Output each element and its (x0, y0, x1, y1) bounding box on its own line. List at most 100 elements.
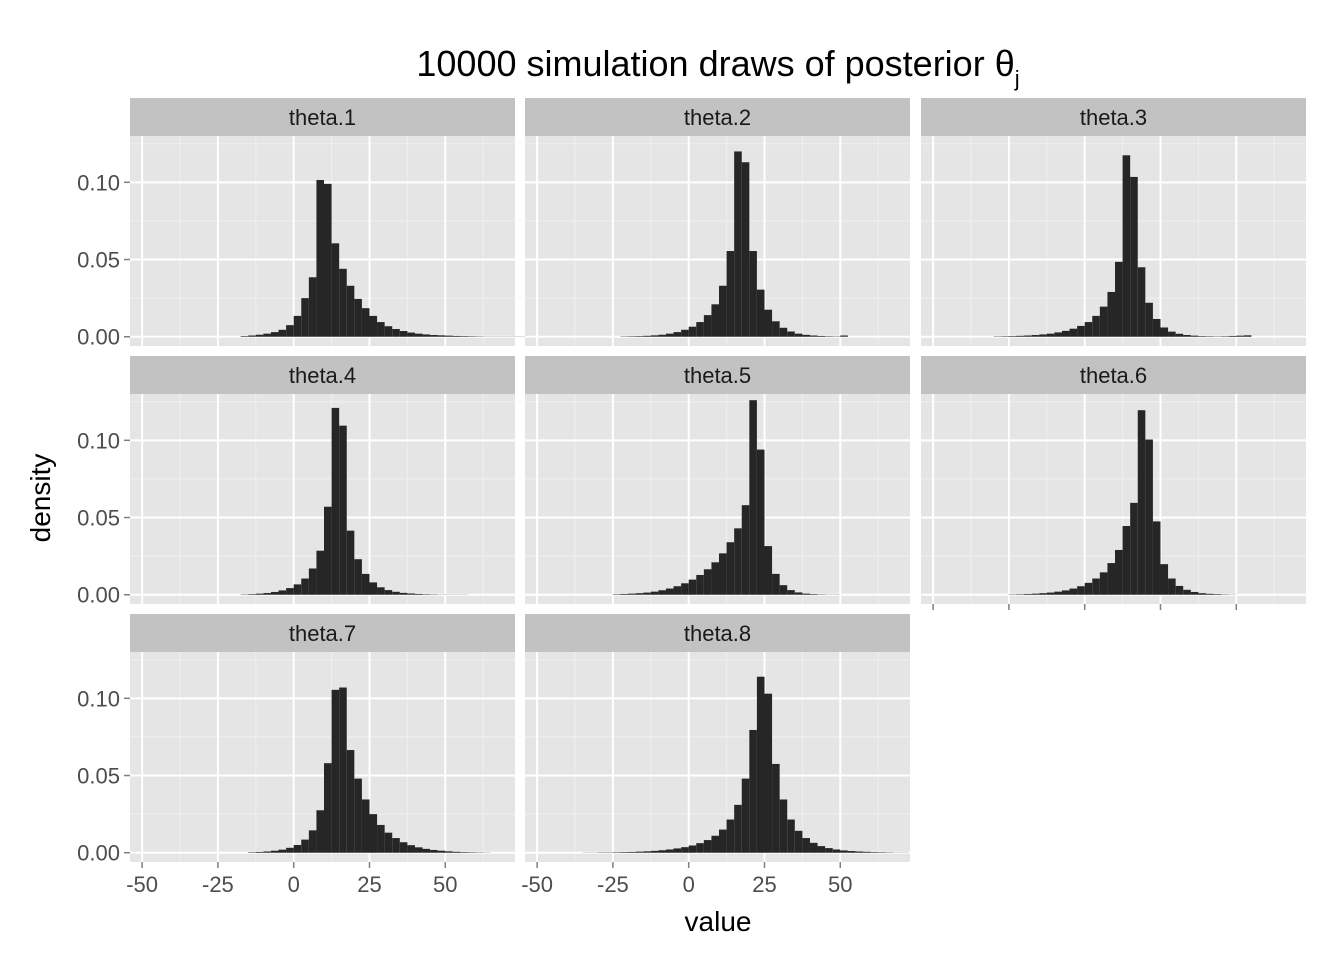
histogram-bar (764, 693, 773, 853)
histogram-bar (817, 335, 826, 337)
histogram-bar (369, 315, 378, 337)
histogram-bar (1099, 306, 1108, 337)
histogram-bar (696, 322, 704, 337)
histogram-bar (430, 335, 438, 337)
y-tick-label: 0.05 (77, 506, 120, 531)
histogram-bar (414, 593, 423, 595)
histogram-bar (301, 578, 309, 595)
histogram-bar (665, 849, 674, 853)
histogram-bar (658, 850, 666, 853)
histogram-bar (1069, 588, 1078, 595)
histogram-bar (392, 838, 400, 853)
x-tick-label: -50 (126, 872, 158, 897)
histogram-bar (1016, 335, 1025, 337)
histogram-bar (703, 569, 712, 595)
histogram-bar (1175, 585, 1184, 595)
histogram-bar (1092, 578, 1100, 595)
histogram-bar (809, 594, 818, 595)
histogram-bar (1145, 302, 1153, 337)
histogram-bar (711, 562, 720, 595)
y-tick-label: 0.00 (77, 583, 120, 608)
histogram-bar (650, 335, 659, 337)
histogram-bar (399, 331, 408, 337)
y-axis-title: density (25, 454, 56, 543)
histogram-bar (331, 689, 340, 853)
histogram-bar (263, 851, 271, 853)
histogram-bar (665, 333, 674, 337)
histogram-bar (1198, 336, 1206, 337)
histogram-bar (1183, 335, 1191, 337)
facet-panel-theta.2: theta.2 (525, 98, 910, 346)
histogram-bar (794, 592, 803, 595)
strip-label: theta.2 (684, 105, 751, 130)
histogram-bar (361, 308, 370, 337)
y-tick-label: 0.05 (77, 248, 120, 273)
histogram-bar (437, 850, 446, 853)
histogram-bar (369, 814, 378, 853)
histogram-bar (1008, 336, 1017, 337)
histogram-bar (688, 579, 697, 595)
histogram-bar (286, 588, 294, 595)
histogram-bar (1137, 267, 1146, 337)
strip-background (130, 98, 515, 136)
chart-title-subscript: j (1014, 66, 1020, 91)
strip-background (130, 356, 515, 394)
histogram-bar (688, 326, 697, 337)
histogram-bar (756, 449, 765, 595)
histogram-bar (407, 332, 415, 337)
histogram-bar (1198, 593, 1206, 595)
histogram-bar (255, 334, 264, 337)
histogram-bar (278, 849, 287, 853)
histogram-bar (346, 750, 355, 853)
histogram-bar (422, 334, 431, 337)
histogram-bar (863, 851, 871, 853)
histogram-bar (316, 180, 325, 337)
histogram-bar (719, 285, 727, 337)
facet-panel-theta.3: theta.3 (921, 98, 1306, 346)
histogram-bar (1228, 335, 1237, 337)
histogram-bar (301, 839, 309, 853)
x-tick-label: 0 (288, 872, 300, 897)
histogram-bar (1054, 591, 1062, 595)
histogram-bar (286, 847, 294, 853)
histogram-bar (346, 285, 355, 337)
histogram-bar (422, 848, 431, 853)
facet-panel-theta.7: theta.7 0.00 0.05 0.10 -50 -25 0 25 50 (77, 614, 515, 897)
chart-title-main: 10000 simulation draws of posterior θ (416, 43, 1014, 84)
histogram-bar (354, 298, 362, 337)
histogram-bar (255, 593, 264, 595)
x-tick-label: 25 (752, 872, 776, 897)
histogram-bar (399, 842, 408, 853)
histogram-bar (339, 268, 347, 337)
histogram-bar (460, 336, 469, 337)
histogram-bar (794, 830, 803, 853)
strip-background (921, 356, 1306, 394)
facet-panel-theta.6: theta.6 (921, 356, 1306, 610)
histogram-bar (1024, 335, 1032, 337)
panel-background (525, 652, 910, 862)
histogram-bar (1130, 502, 1138, 595)
histogram-bar (643, 592, 651, 595)
histogram-bar (635, 851, 644, 853)
histogram-bar (772, 763, 780, 853)
histogram-bar (1168, 578, 1176, 595)
histogram-bar (620, 852, 629, 853)
histogram-bar (1077, 586, 1085, 595)
histogram-bar (1077, 325, 1085, 337)
histogram-bar (248, 335, 256, 337)
histogram-bar (847, 851, 856, 853)
histogram-bar (741, 505, 750, 595)
histogram-bar (840, 850, 848, 853)
histogram-bar (1046, 592, 1055, 595)
histogram-bar (703, 315, 712, 337)
histogram-bar (377, 322, 385, 337)
histogram-bar (1213, 594, 1222, 595)
strip-background (525, 98, 910, 136)
histogram-bar (1061, 330, 1070, 337)
histogram-bar (772, 573, 780, 595)
x-tick-label: 50 (828, 872, 852, 897)
x-tick-label: 50 (433, 872, 457, 897)
histogram-bar (278, 329, 287, 337)
histogram-bar (1175, 333, 1184, 337)
histogram-bar (681, 329, 689, 337)
